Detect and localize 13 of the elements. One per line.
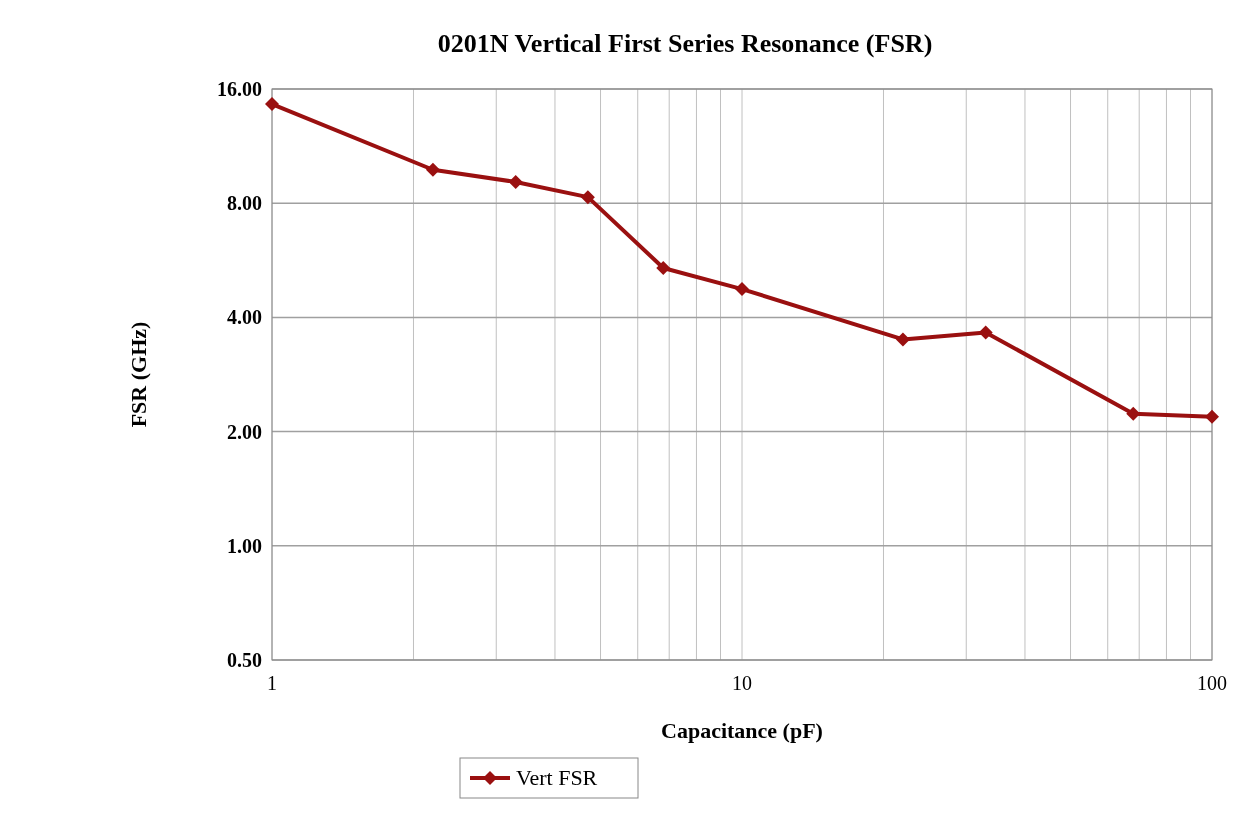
x-tick-label: 10 — [732, 672, 752, 694]
y-tick-label: 16.00 — [217, 78, 262, 100]
chart-title: 0201N Vertical First Series Resonance (FSR) — [437, 29, 933, 58]
legend-label: Vert FSR — [516, 765, 598, 790]
y-tick-label: 2.00 — [227, 420, 262, 443]
y-tick-label: 8.00 — [227, 192, 262, 215]
x-tick-label: 1 — [267, 672, 277, 694]
y-axis-title: FSR (GHz) — [126, 321, 151, 428]
y-tick-label: 4.00 — [227, 306, 262, 329]
y-tick-label: 1.00 — [227, 534, 262, 557]
x-tick-label: 100 — [1197, 672, 1227, 694]
y-tick-label: 0.50 — [227, 649, 262, 671]
x-axis-title: Capacitance (pF) — [661, 718, 823, 743]
